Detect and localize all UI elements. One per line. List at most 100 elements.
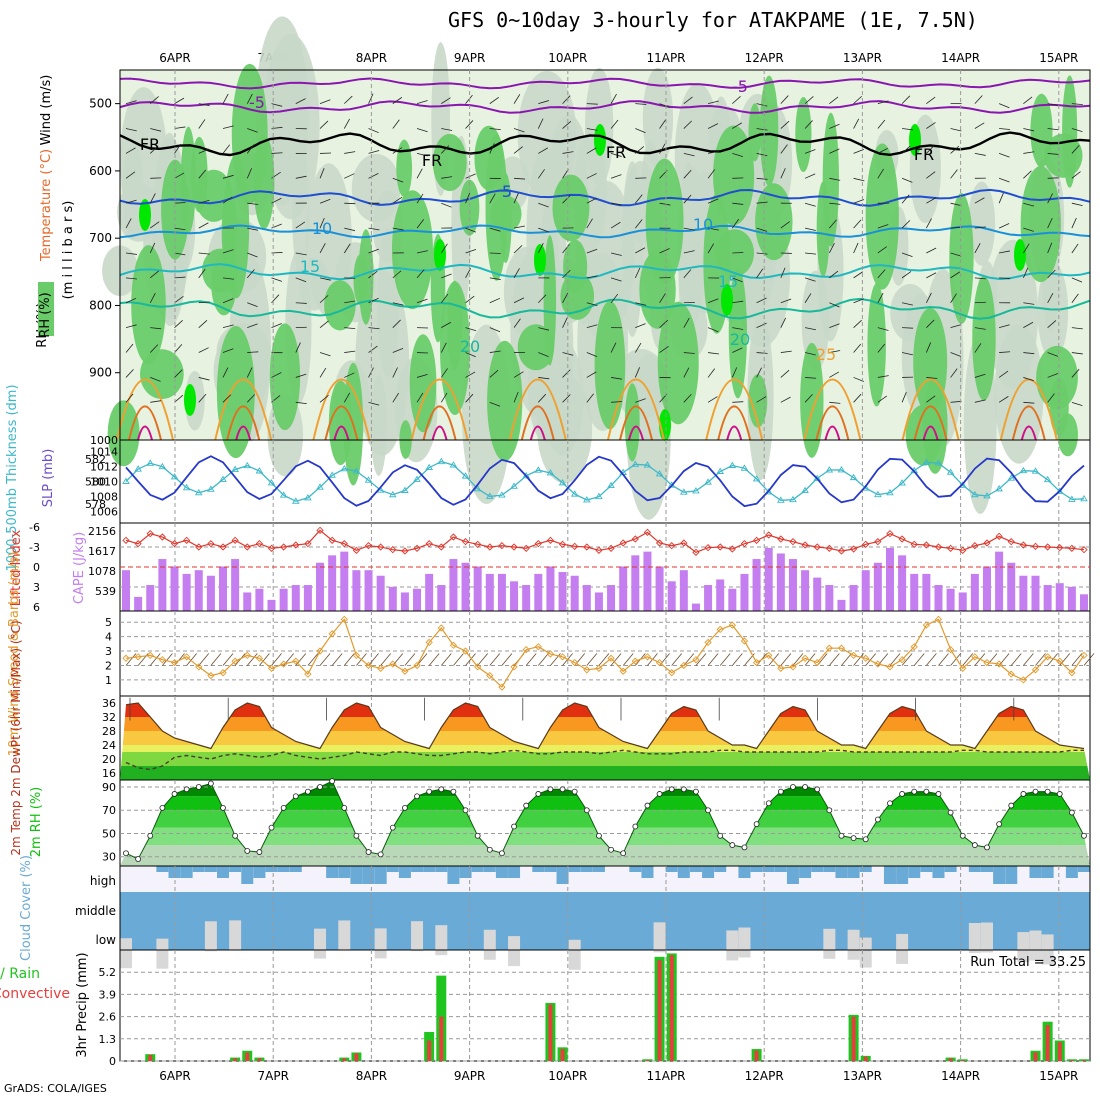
wind-barb [368,327,380,330]
cape-bar [837,599,846,611]
thickness-point [473,484,482,492]
wind-barb [319,120,329,129]
cloud-high-bar [374,866,387,884]
thickness-point [825,466,834,473]
wind-barb [853,219,862,229]
rh2m-point [693,788,699,795]
rh2m-point [523,802,530,809]
rh2m-point [511,823,517,830]
thickness-point [498,491,506,498]
wind-barb [222,144,231,154]
lifted-index-point [243,543,251,551]
wind-barb [246,269,255,279]
cape-bar [898,555,907,611]
rh-area-high [253,134,275,230]
temp-band [120,731,1090,745]
wind-barb [974,327,986,330]
lifted-index-point [898,535,906,543]
wind-barb [683,352,695,354]
wind-barb [708,352,720,355]
wind-barb [768,653,780,666]
wind-barb [538,377,550,380]
rh2m-point [790,784,796,790]
wind-barb [222,348,234,353]
cape-bar [231,559,240,611]
rh-area-mid [674,82,721,232]
cape-tick-label: 539 [95,585,116,598]
cloud-high-bar [968,866,981,872]
wind-barb [901,271,912,279]
wind-barb [416,269,425,279]
lifted-index-point [498,542,506,550]
rh2m-point [899,791,906,797]
lifted-index-point [328,536,336,544]
wind-barb [780,144,788,154]
temperature-contour [119,100,1091,114]
wind-barb [416,392,424,403]
cloud-gap [968,922,981,953]
date-label-bottom: 7APR [257,1069,288,1083]
wind-speed-point [267,664,276,673]
wind-barb [150,128,162,132]
wind-barb [537,653,549,666]
wind-barb [489,143,495,154]
wind-barb [1023,377,1034,382]
lifted-index-point [1019,541,1028,549]
wind-barb [538,227,549,233]
temp2m-axis-label: 2m Temp 2m DewPt (6hr Min/Max) (°C) [9,620,23,855]
wind-barb [926,145,935,154]
cloud-high-bar [750,866,763,872]
cape-bar [364,570,373,611]
wind-barb [368,345,378,353]
thickness-point [279,491,288,498]
wind-barb [901,653,913,666]
thickness-point [231,465,239,472]
cape-bar [946,588,955,611]
wind-barb [901,392,907,403]
wind-barb [125,252,137,255]
temperature-contour-25 [214,378,273,441]
thickness-point [401,486,409,493]
precip-convective-bar [851,1016,856,1061]
wind-tick-label: 1 [105,674,112,687]
rh2m-point [389,824,396,831]
cloud-mid-low-fill [120,892,1090,950]
wind-barb [513,371,524,378]
rh-area-high [728,267,747,399]
precip-convective-bar [1057,1042,1062,1061]
wind-barb [247,128,258,133]
wind-speed-point [1068,669,1076,677]
wind-barb [441,97,451,104]
lifted-index-point [510,543,518,551]
date-label-bottom: 9APR [454,1069,485,1083]
wind-barb [719,653,731,666]
wind-barb [125,147,136,154]
temp-tick-label: 24 [102,739,116,752]
wind-barb [295,221,306,229]
wind-barb [465,248,477,254]
temperature-contour-35 [1020,425,1037,441]
rh2m-point [1020,791,1027,797]
wind-barb [392,270,402,279]
wind-barb [635,103,647,105]
cape-bar [643,551,652,611]
rh-area-mid [642,67,674,168]
cape-bar [170,566,179,611]
lifted-index-point [280,543,288,551]
precip-convective-bar [754,1050,759,1061]
wind-barb [222,174,234,179]
wind-barb [877,653,889,666]
wind-barb [853,271,863,279]
contour-label: FR [140,135,160,154]
cape-bar [485,573,494,611]
wind-barb [902,302,913,306]
rh2m-point [887,800,893,807]
wind-barb [368,270,378,279]
lifted-tick-label: 6 [33,601,40,614]
cloud-high-bar [326,866,339,878]
wind-barb [501,653,513,666]
wind-speed-point [1007,670,1015,678]
wind-speed-point [122,654,130,662]
rh2m-point [632,823,639,830]
wind-barb [1071,128,1083,132]
